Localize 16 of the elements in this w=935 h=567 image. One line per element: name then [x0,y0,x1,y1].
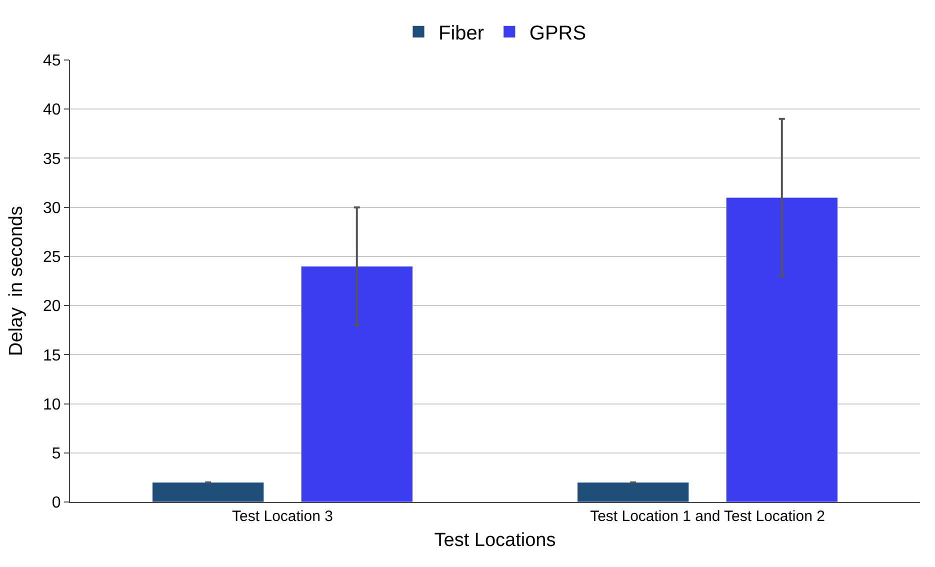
y-tick-label: 20 [43,298,61,316]
y-tick-label: 35 [43,150,61,168]
y-tick-label: 30 [43,200,61,217]
y-tick-label: 40 [43,102,61,119]
y-tick-label: 45 [43,52,61,70]
legend-label: Fiber [438,22,484,44]
y-tick-label: 5 [52,445,61,462]
y-axis-title: Delay in seconds [6,206,27,356]
y-tick-label: 25 [43,249,61,266]
x-axis-title: Test Locations [434,530,556,551]
y-tick-label: 15 [43,347,61,364]
y-tick-label: 10 [43,396,61,414]
x-tick-label: Test Location 3 [232,508,333,525]
y-tick-label: 0 [52,494,61,512]
legend-label: GPRS [529,22,586,44]
x-tick-label: Test Location 1 and Test Location 2 [590,508,825,525]
